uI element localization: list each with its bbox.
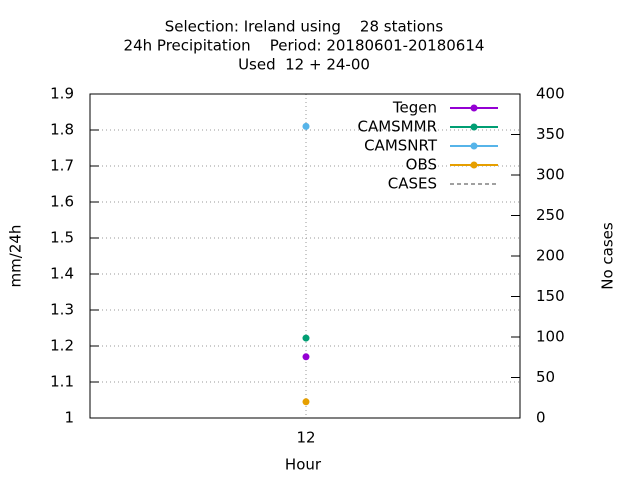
data-point [302, 334, 310, 342]
y2-tick-label: 300 [536, 166, 565, 184]
x-tick-label: 12 [296, 429, 315, 447]
y2-tick-label: 350 [536, 125, 565, 143]
y-tick-label: 1.6 [50, 193, 74, 211]
data-point [302, 398, 310, 406]
chart-title: Selection: Ireland using 28 stations [165, 18, 444, 36]
y-tick-label: 1.5 [50, 229, 74, 247]
y2-tick-label: 250 [536, 206, 565, 224]
legend-label: OBS [406, 156, 437, 174]
y-tick-label: 1.4 [50, 265, 74, 283]
legend-label: CAMSNRT [364, 137, 438, 155]
chart-title: Used 12 + 24-00 [238, 56, 370, 74]
y-tick-label: 1.8 [50, 121, 74, 139]
y2-tick-label: 400 [536, 85, 565, 103]
y2-tick-label: 100 [536, 328, 565, 346]
y-tick-label: 1.3 [50, 301, 74, 319]
data-point [302, 122, 310, 130]
y2-tick-label: 200 [536, 247, 565, 265]
y-tick-label: 1 [64, 409, 74, 427]
plot-border [89, 93, 521, 419]
y-tick-label: 1.1 [50, 373, 74, 391]
x-axis-label: Hour [285, 456, 322, 474]
legend-label: Tegen [392, 99, 437, 117]
y2-tick-label: 150 [536, 287, 565, 305]
legend-marker [470, 104, 478, 112]
y-axis-label: mm/24h [7, 225, 25, 288]
legend-label: CAMSMMR [357, 118, 437, 136]
data-point [302, 353, 310, 361]
legend-label: CASES [388, 175, 437, 193]
y2-tick-label: 0 [536, 409, 546, 427]
legend-marker [470, 161, 478, 169]
y-tick-label: 1.7 [50, 157, 74, 175]
y2-axis-label: No cases [599, 222, 617, 290]
legend-marker [470, 123, 478, 131]
y-tick-label: 1.2 [50, 337, 74, 355]
chart-title: 24h Precipitation Period: 20180601-20180… [124, 37, 485, 55]
y-tick-label: 1.9 [50, 85, 74, 103]
legend-marker [470, 142, 478, 150]
y2-tick-label: 50 [536, 368, 555, 386]
